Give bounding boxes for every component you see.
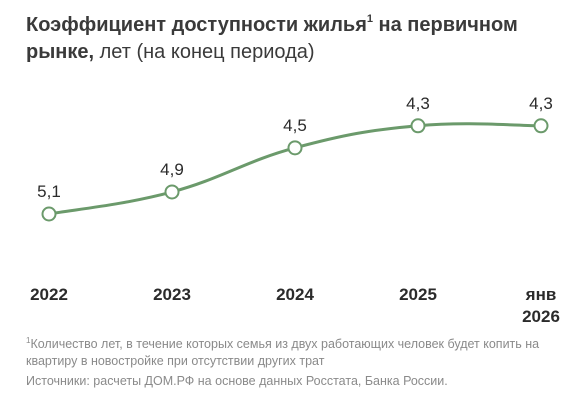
- data-point: [533, 118, 549, 134]
- data-point: [287, 140, 303, 156]
- footnote-marker: 1: [26, 336, 31, 345]
- x-tick-label: 2025: [399, 285, 437, 304]
- data-label: 4,5: [283, 116, 307, 135]
- data-label: 5,1: [37, 182, 61, 201]
- data-label: 4,3: [529, 94, 553, 113]
- title-line2-bold: рынке,: [26, 41, 95, 63]
- footnote: 1Количество лет, в течение которых семья…: [26, 336, 571, 370]
- data-label: 4,9: [160, 160, 184, 179]
- title-main: Коэффициент доступности жилья: [26, 14, 367, 36]
- x-tick-label: 2024: [276, 285, 314, 304]
- title-footnote-marker: 1: [366, 13, 373, 25]
- x-tick-label: янв 2026: [522, 285, 560, 326]
- data-point: [164, 184, 180, 200]
- chart-title: Коэффициент доступности жилья1 на первич…: [26, 12, 566, 66]
- x-tick-label: 2022: [30, 285, 68, 304]
- title-main-tail: на первичном: [372, 14, 518, 36]
- data-point: [410, 118, 426, 134]
- footnote-text: Количество лет, в течение которых семья …: [26, 337, 540, 368]
- line-chart: 5,1 2022 4,9 2023 4,5 2024 4,3 2025 4,3 янв 2026: [30, 94, 560, 326]
- sources-note: Источники: расчеты ДОМ.РФ на основе данн…: [26, 374, 448, 388]
- data-label: 4,3: [406, 94, 430, 113]
- title-line2-light: лет (на конец периода): [94, 41, 315, 63]
- series-line: [47, 122, 543, 216]
- x-tick-label: 2023: [153, 285, 191, 304]
- data-point: [41, 206, 57, 222]
